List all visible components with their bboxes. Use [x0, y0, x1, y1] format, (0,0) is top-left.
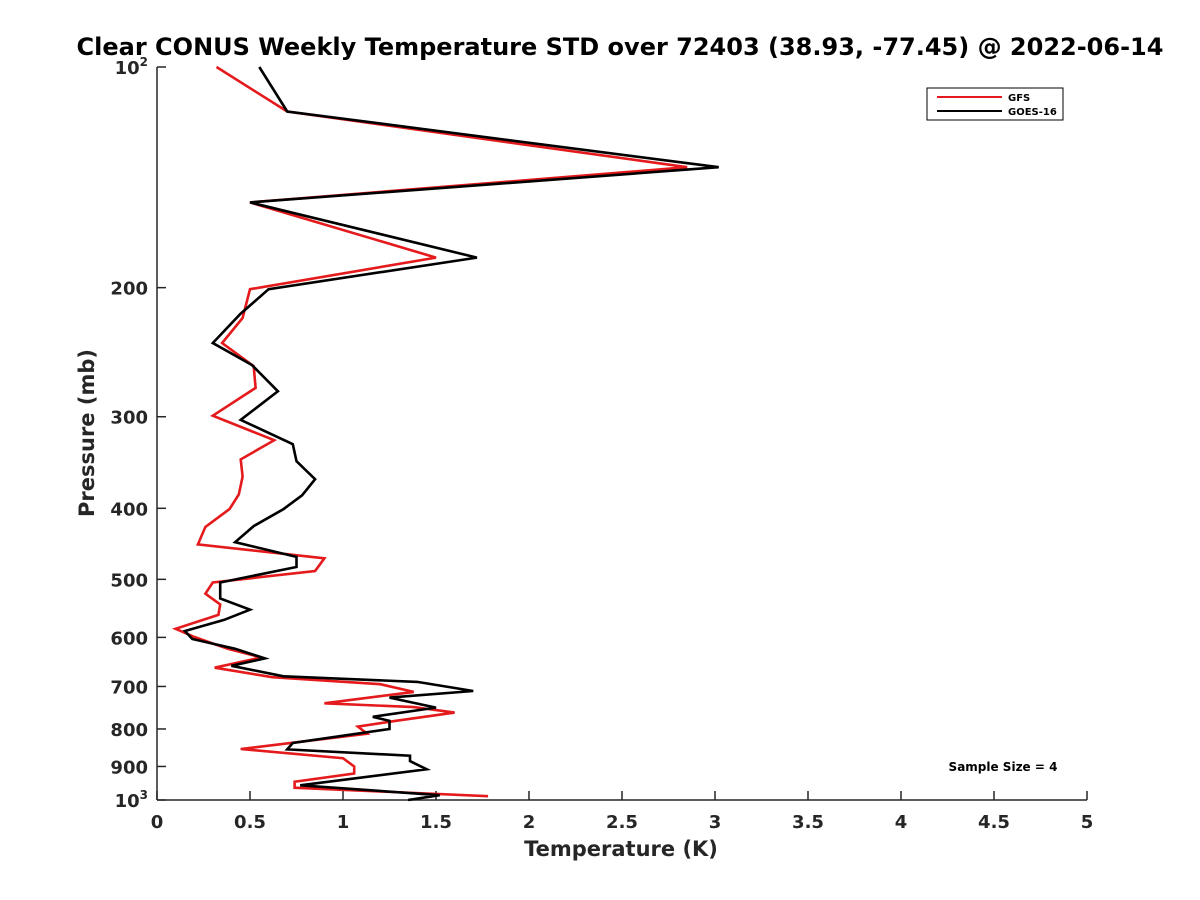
y-tick-label: 103	[115, 788, 148, 812]
x-tick-label: 0.5	[234, 812, 266, 833]
x-tick-label: 0	[151, 812, 164, 833]
x-tick-label: 2	[523, 812, 536, 833]
y-tick-label: 700	[110, 677, 148, 698]
y-tick-label: 102	[115, 55, 148, 79]
y-tick-label: 600	[110, 628, 148, 649]
x-tick-label: 3	[709, 812, 722, 833]
y-axis-ticks: 102 200 300 400 500 600 700 800 900 103	[110, 55, 166, 812]
x-tick-label: 5	[1081, 812, 1094, 833]
x-axis-label: Temperature (K)	[524, 837, 718, 861]
x-tick-label: 4.5	[978, 812, 1010, 833]
legend-label-goes16: GOES-16	[1008, 107, 1057, 118]
legend-label-gfs: GFS	[1008, 93, 1030, 104]
y-axis-label: Pressure (mb)	[75, 349, 99, 517]
series-layer	[171, 65, 719, 802]
x-tick-label: 1.5	[420, 812, 452, 833]
x-tick-label: 2.5	[606, 812, 638, 833]
y-tick-label: 500	[110, 570, 148, 591]
legend-box	[926, 87, 1064, 121]
legend: GFS GOES-16	[926, 87, 1064, 121]
x-tick-label: 4	[895, 812, 908, 833]
y-tick-label: 800	[110, 720, 148, 741]
x-tick-label: 3.5	[792, 812, 824, 833]
x-axis-ticks: 0 0.5 1 1.5 2 2.5 3 3.5 4 4.5 5	[151, 791, 1094, 833]
y-tick-label: 300	[110, 408, 148, 429]
x-tick-label: 1	[337, 812, 350, 833]
y-tick-label: 200	[110, 279, 148, 300]
chart-title: Clear CONUS Weekly Temperature STD over …	[77, 33, 1164, 61]
y-tick-label: 900	[110, 757, 148, 778]
sample-size-annotation: Sample Size = 4	[949, 760, 1058, 774]
series-line-gfs	[171, 65, 688, 798]
series-line-goes16	[182, 66, 719, 802]
y-tick-label: 400	[110, 499, 148, 520]
